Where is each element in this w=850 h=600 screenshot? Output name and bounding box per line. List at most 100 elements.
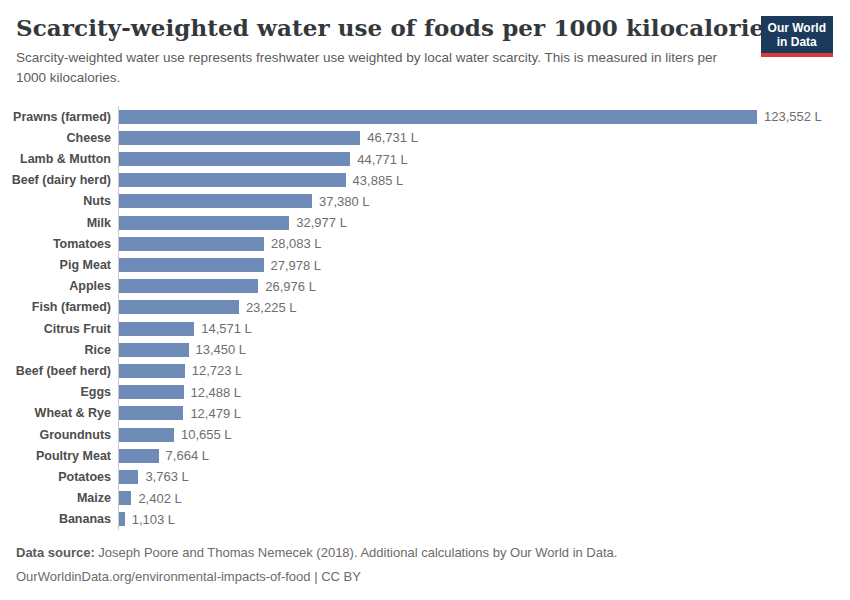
bar-row: Cheese 46,731 L xyxy=(0,127,850,148)
category-label: Beef (dairy herd) xyxy=(0,173,118,187)
footer-source-line: Data source: Joseph Poore and Thomas Nem… xyxy=(16,541,617,564)
bar-track: 10,655 L xyxy=(118,424,850,445)
bar-row: Nuts 37,380 L xyxy=(0,191,850,212)
bar[interactable] xyxy=(119,406,183,420)
value-label: 43,885 L xyxy=(353,173,404,188)
bar-track: 3,763 L xyxy=(118,466,850,487)
bar-track: 43,885 L xyxy=(118,170,850,191)
category-label: Citrus Fruit xyxy=(0,322,118,336)
bar-row: Lamb & Mutton44,771 L xyxy=(0,149,850,170)
bar-row: Pig Meat 27,978 L xyxy=(0,254,850,275)
bar[interactable] xyxy=(119,364,185,378)
value-label: 37,380 L xyxy=(319,194,370,209)
bar-track: 37,380 L xyxy=(118,191,850,212)
bar-row: Beef (beef herd) 12,723 L xyxy=(0,360,850,381)
bar[interactable] xyxy=(119,449,159,463)
value-label: 12,488 L xyxy=(191,385,242,400)
bar[interactable] xyxy=(119,512,125,526)
value-label: 7,664 L xyxy=(166,448,209,463)
owid-logo-line1: Our World xyxy=(768,21,826,35)
value-label: 13,450 L xyxy=(196,342,247,357)
bar-row: Eggs 12,488 L xyxy=(0,382,850,403)
source-text: Joseph Poore and Thomas Nemecek (2018). … xyxy=(95,545,618,560)
category-label: Groundnuts xyxy=(0,428,118,442)
bar[interactable] xyxy=(119,110,757,124)
bar-track: 123,552 L xyxy=(118,106,850,127)
value-label: 2,402 L xyxy=(138,491,181,506)
bar-chart: Prawns (farmed)123,552 LCheese 46,731 L La… xyxy=(0,106,850,530)
category-label: Bananas xyxy=(0,512,118,526)
value-label: 14,571 L xyxy=(201,321,252,336)
value-label: 46,731 L xyxy=(367,130,418,145)
category-label: Apples xyxy=(0,279,118,293)
page-title: Scarcity-weighted water use of foods per… xyxy=(16,14,834,41)
category-label: Pig Meat xyxy=(0,258,118,272)
bar-track: 26,976 L xyxy=(118,276,850,297)
bar-row: Milk32,977 L xyxy=(0,212,850,233)
bar[interactable] xyxy=(119,258,264,272)
bar-track: 13,450 L xyxy=(118,339,850,360)
bar[interactable] xyxy=(119,491,131,505)
bar[interactable] xyxy=(119,343,189,357)
bar[interactable] xyxy=(119,237,264,251)
category-label: Wheat & Rye xyxy=(0,406,118,420)
bar[interactable] xyxy=(119,322,194,336)
bar[interactable] xyxy=(119,279,258,293)
bar-row: Wheat & Rye 12,479 L xyxy=(0,403,850,424)
value-label: 1,103 L xyxy=(132,512,175,527)
category-label: Cheese xyxy=(0,131,118,145)
bar[interactable] xyxy=(119,385,184,399)
value-label: 23,225 L xyxy=(246,300,297,315)
chart-subtitle: Scarcity-weighted water use represents f… xyxy=(16,48,721,87)
bar[interactable] xyxy=(119,173,346,187)
bar-track: 2,402 L xyxy=(118,488,850,509)
owid-logo[interactable]: Our World in Data xyxy=(761,16,833,57)
bar-row: Bananas 1,103 L xyxy=(0,509,850,530)
bar[interactable] xyxy=(119,194,312,208)
bar-track: 27,978 L xyxy=(118,254,850,275)
bar-track: 12,723 L xyxy=(118,360,850,381)
category-label: Lamb & Mutton xyxy=(0,152,118,166)
bar[interactable] xyxy=(119,470,138,484)
bar-row: Apples 26,976 L xyxy=(0,276,850,297)
bar-row: Maize2,402 L xyxy=(0,488,850,509)
bar-track: 32,977 L xyxy=(118,212,850,233)
license-text: | CC BY xyxy=(311,569,361,584)
bar-row: Poultry Meat 7,664 L xyxy=(0,445,850,466)
value-label: 32,977 L xyxy=(296,215,347,230)
bar-row: Groundnuts10,655 L xyxy=(0,424,850,445)
category-label: Eggs xyxy=(0,385,118,399)
bar[interactable] xyxy=(119,216,289,230)
category-label: Rice xyxy=(0,343,118,357)
category-label: Prawns (farmed) xyxy=(0,110,118,124)
bar-track: 46,731 L xyxy=(118,127,850,148)
chart-footer: Data source: Joseph Poore and Thomas Nem… xyxy=(16,541,617,588)
chart-header: Scarcity-weighted water use of foods per… xyxy=(0,0,850,87)
bar-track: 23,225 L xyxy=(118,297,850,318)
bar-row: Fish (farmed)23,225 L xyxy=(0,297,850,318)
category-label: Nuts xyxy=(0,194,118,208)
bar-row: Beef (dairy herd) 43,885 L xyxy=(0,170,850,191)
bar[interactable] xyxy=(119,131,360,145)
value-label: 26,976 L xyxy=(265,279,316,294)
chart-frame: Scarcity-weighted water use of foods per… xyxy=(0,0,850,600)
value-label: 28,083 L xyxy=(271,236,322,251)
value-label: 12,479 L xyxy=(190,406,241,421)
bar-track: 7,664 L xyxy=(118,445,850,466)
bar[interactable] xyxy=(119,152,350,166)
owid-logo-line2: in Data xyxy=(768,35,826,49)
owid-url[interactable]: OurWorldinData.org/environmental-impacts… xyxy=(16,569,311,584)
bar[interactable] xyxy=(119,300,239,314)
bar-track: 28,083 L xyxy=(118,233,850,254)
bar-row: Citrus Fruit 14,571 L xyxy=(0,318,850,339)
bar-track: 44,771 L xyxy=(118,149,850,170)
category-label: Beef (beef herd) xyxy=(0,364,118,378)
bar-track: 14,571 L xyxy=(118,318,850,339)
value-label: 12,723 L xyxy=(192,363,243,378)
bar-track: 1,103 L xyxy=(118,509,850,530)
footer-link-line: OurWorldinData.org/environmental-impacts… xyxy=(16,565,617,588)
bar[interactable] xyxy=(119,428,174,442)
value-label: 27,978 L xyxy=(271,258,322,273)
bar-row: Rice 13,450 L xyxy=(0,339,850,360)
category-label: Poultry Meat xyxy=(0,449,118,463)
